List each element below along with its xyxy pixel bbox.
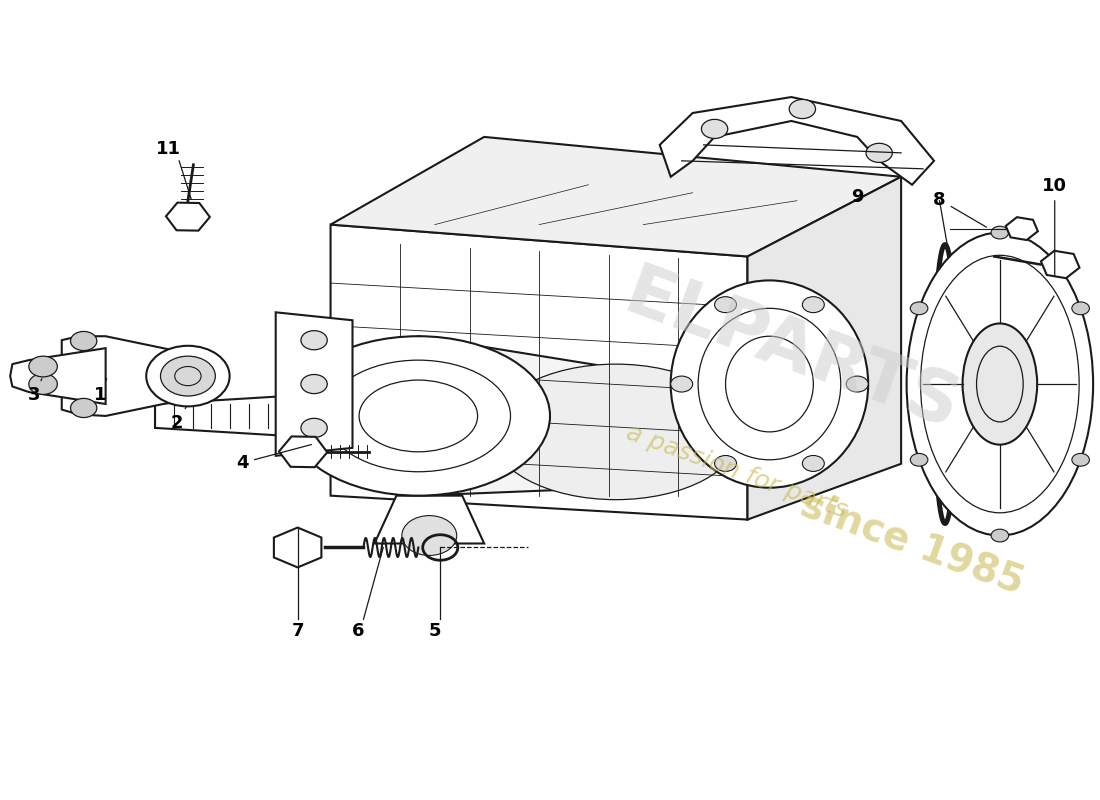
Polygon shape xyxy=(331,225,748,519)
Polygon shape xyxy=(418,336,616,496)
Ellipse shape xyxy=(671,281,868,488)
Ellipse shape xyxy=(146,346,230,406)
Ellipse shape xyxy=(70,331,97,350)
Ellipse shape xyxy=(70,398,97,418)
Ellipse shape xyxy=(29,374,57,394)
Polygon shape xyxy=(276,312,352,456)
Ellipse shape xyxy=(702,119,728,138)
Ellipse shape xyxy=(161,356,216,396)
Text: 6: 6 xyxy=(352,622,364,640)
Ellipse shape xyxy=(802,455,824,471)
Ellipse shape xyxy=(906,233,1093,535)
Ellipse shape xyxy=(866,143,892,162)
Ellipse shape xyxy=(991,529,1009,542)
Polygon shape xyxy=(374,496,484,543)
Ellipse shape xyxy=(1071,302,1089,314)
Ellipse shape xyxy=(991,226,1009,239)
Text: 7: 7 xyxy=(292,622,304,640)
Ellipse shape xyxy=(911,302,928,314)
Text: 8: 8 xyxy=(933,190,987,227)
Text: a passion for parts: a passion for parts xyxy=(623,421,850,523)
Polygon shape xyxy=(155,396,287,436)
Ellipse shape xyxy=(29,356,57,377)
Polygon shape xyxy=(331,137,901,257)
Polygon shape xyxy=(748,177,901,519)
Ellipse shape xyxy=(671,376,693,392)
Text: 3: 3 xyxy=(29,378,42,404)
Text: since 1985: since 1985 xyxy=(795,486,1028,602)
Polygon shape xyxy=(10,348,106,404)
Text: 2: 2 xyxy=(170,406,187,432)
Text: 9: 9 xyxy=(851,188,864,206)
Ellipse shape xyxy=(802,297,824,313)
Text: 1: 1 xyxy=(94,378,107,404)
Ellipse shape xyxy=(301,418,328,438)
Text: 10: 10 xyxy=(1042,177,1067,276)
Ellipse shape xyxy=(301,374,328,394)
Ellipse shape xyxy=(911,454,928,466)
Ellipse shape xyxy=(301,330,328,350)
Text: 5: 5 xyxy=(429,622,441,640)
Ellipse shape xyxy=(715,297,737,313)
Ellipse shape xyxy=(715,455,737,471)
Ellipse shape xyxy=(846,376,868,392)
Text: 4: 4 xyxy=(236,445,311,472)
Ellipse shape xyxy=(491,364,741,500)
Ellipse shape xyxy=(962,323,1037,445)
Text: ELPARTS: ELPARTS xyxy=(615,260,968,445)
Polygon shape xyxy=(660,97,934,185)
Ellipse shape xyxy=(402,515,456,555)
Ellipse shape xyxy=(287,336,550,496)
Polygon shape xyxy=(62,336,183,416)
Ellipse shape xyxy=(1071,454,1089,466)
Ellipse shape xyxy=(789,99,815,118)
Text: 11: 11 xyxy=(156,140,180,158)
